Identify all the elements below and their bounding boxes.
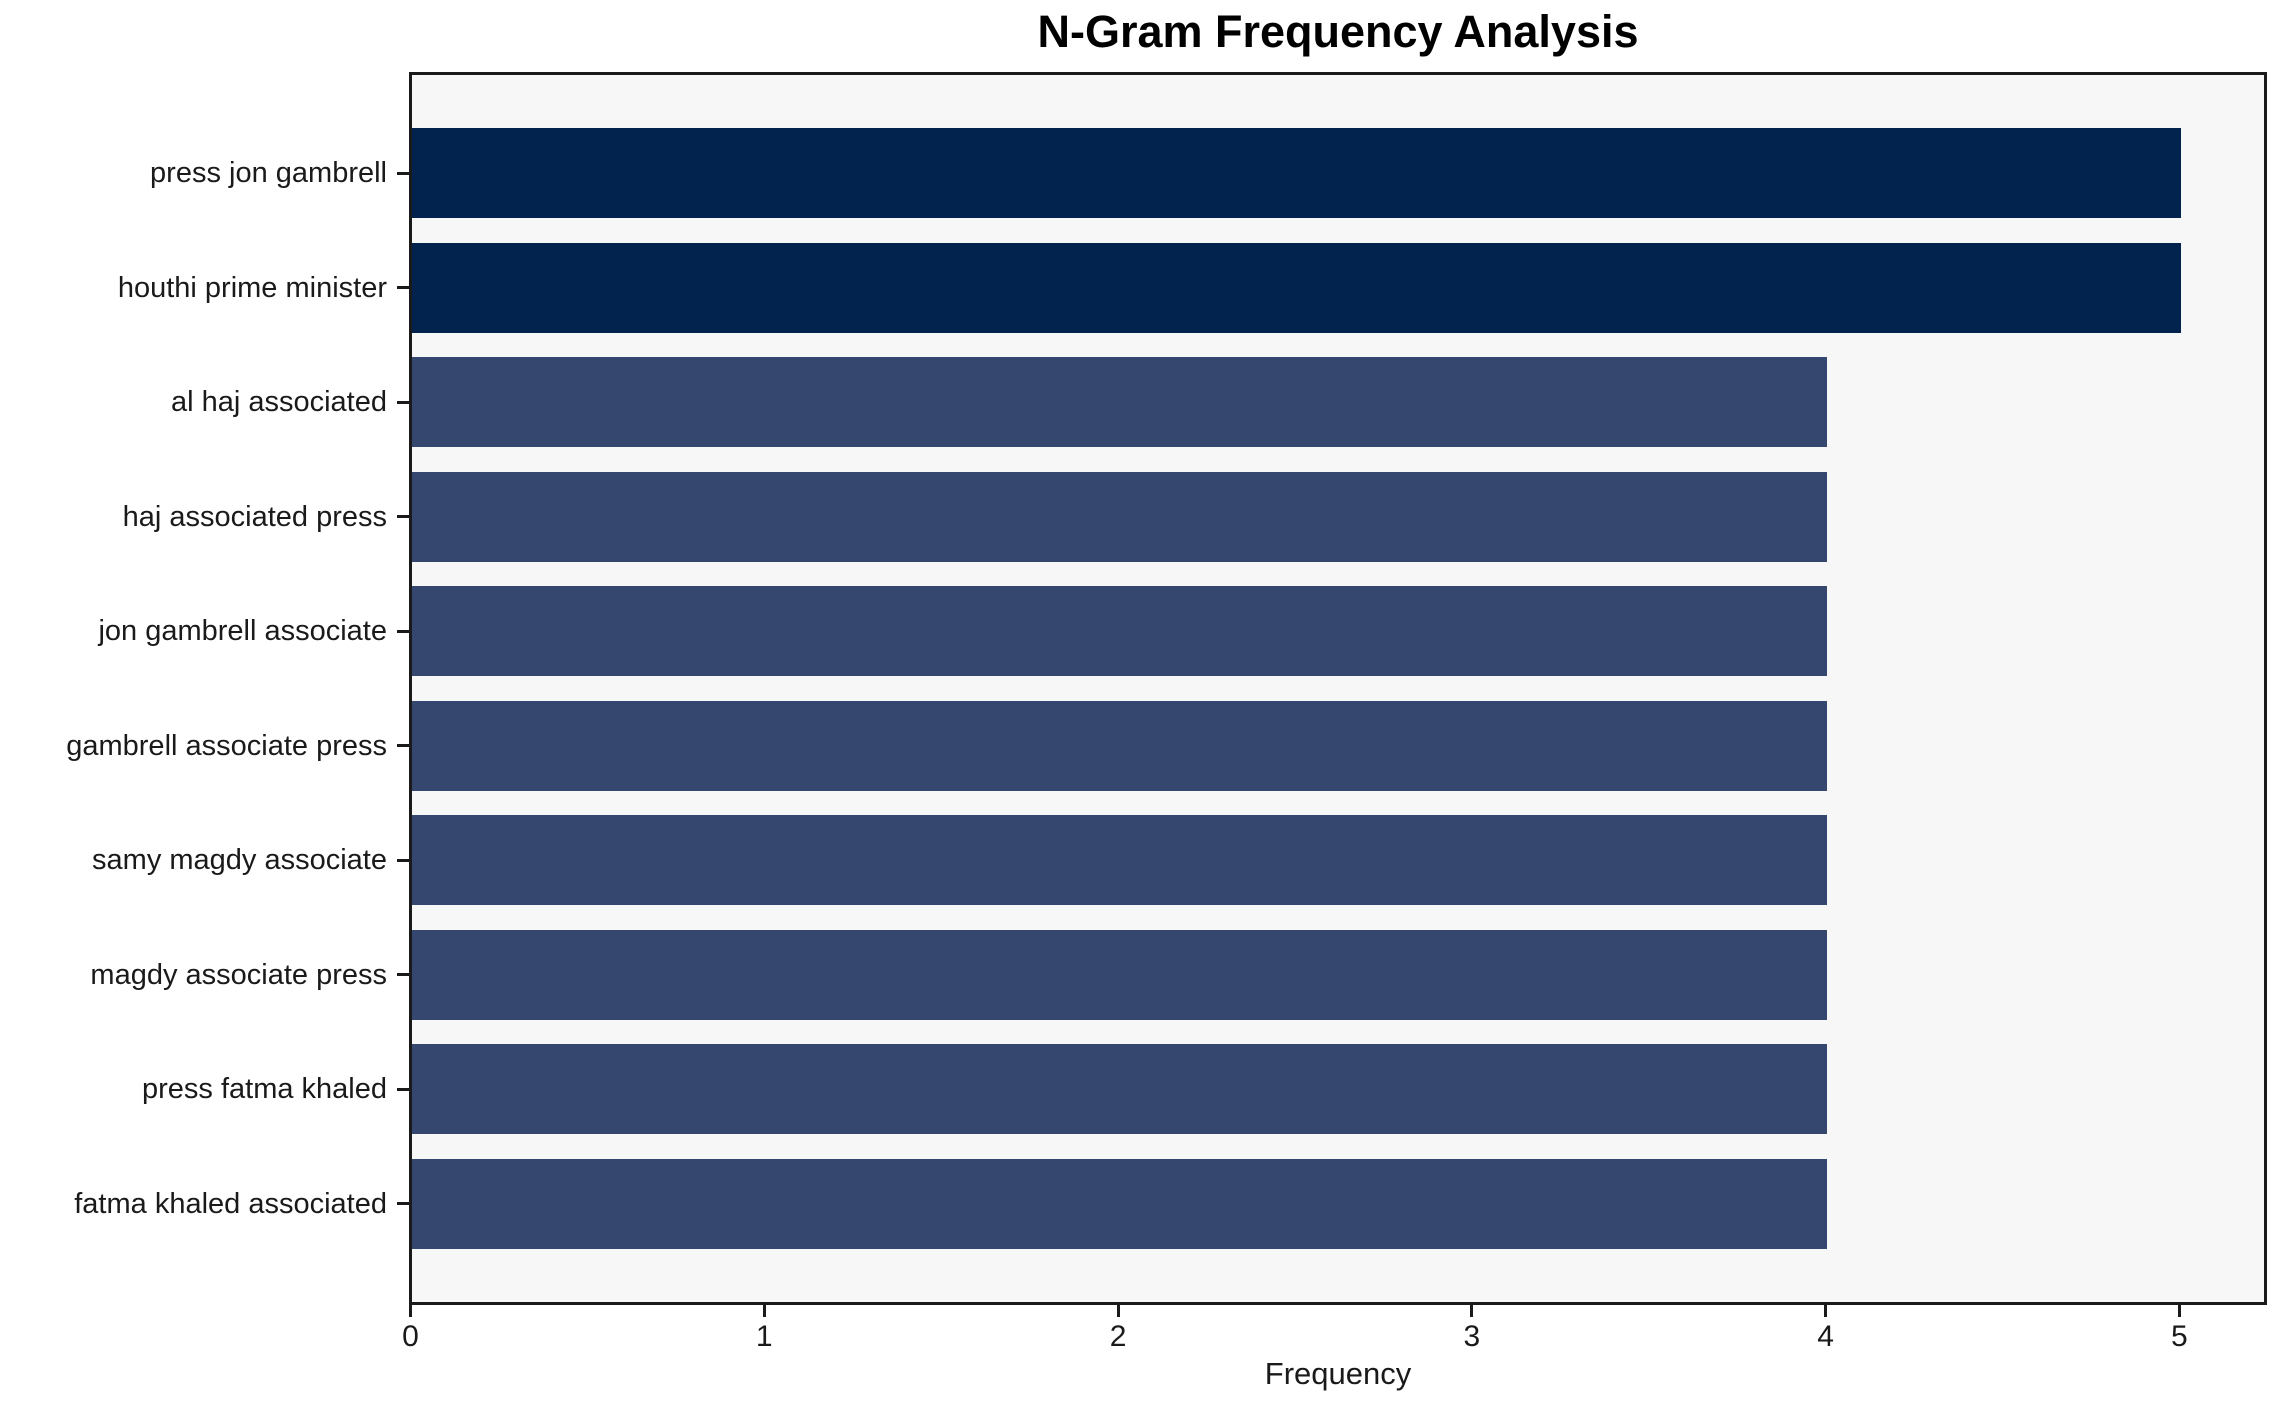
- y-tick-mark: [397, 858, 409, 862]
- bar: [412, 1158, 1828, 1249]
- x-tick-label: 3: [1463, 1320, 1481, 1353]
- bar: [412, 471, 1828, 562]
- y-tick-label: gambrell associate press: [66, 729, 387, 762]
- bar: [412, 700, 1828, 791]
- x-tick-mark: [1470, 1305, 1474, 1317]
- plot-area: [409, 72, 2267, 1305]
- y-tick-label: houthi prime minister: [117, 271, 387, 304]
- chart-title: N-Gram Frequency Analysis: [1037, 6, 1639, 57]
- x-tick-mark: [409, 1305, 412, 1317]
- y-tick-mark: [397, 1202, 409, 1205]
- x-tick-label: 0: [402, 1320, 419, 1353]
- y-tick-mark: [397, 400, 409, 404]
- y-tick-mark: [397, 171, 409, 175]
- x-axis-title: Frequency: [1264, 1356, 1412, 1391]
- bar: [412, 929, 1828, 1020]
- bar: [412, 1044, 1828, 1134]
- x-tick-mark: [1116, 1305, 1120, 1317]
- y-tick-label: samy magdy associate: [92, 844, 387, 876]
- bar: [412, 357, 1828, 447]
- x-tick-label: 5: [2171, 1320, 2188, 1353]
- bar: [412, 815, 1828, 905]
- y-tick-label: jon gambrell associate: [98, 615, 387, 647]
- bar: [412, 586, 1828, 676]
- y-tick-label: press jon gambrell: [150, 157, 387, 189]
- x-tick-mark: [1824, 1305, 1828, 1317]
- y-tick-label: al haj associated: [170, 386, 387, 418]
- x-tick-mark: [762, 1305, 766, 1317]
- y-tick-label: fatma khaled associated: [74, 1187, 387, 1220]
- bar: [412, 128, 2181, 218]
- x-tick-label: 4: [1817, 1320, 1834, 1353]
- y-tick-label: haj associated press: [122, 500, 387, 533]
- x-tick-label: 1: [755, 1320, 773, 1353]
- y-tick-mark: [397, 744, 409, 747]
- y-tick-mark: [397, 973, 409, 976]
- y-tick-mark: [397, 629, 409, 633]
- y-tick-mark: [397, 286, 409, 289]
- y-tick-label: magdy associate press: [90, 958, 387, 991]
- x-tick-label: 2: [1109, 1320, 1127, 1353]
- bar: [412, 242, 2181, 333]
- x-tick-mark: [2177, 1305, 2181, 1317]
- y-tick-label: press fatma khaled: [141, 1073, 387, 1105]
- y-tick-mark: [397, 1087, 409, 1091]
- y-tick-mark: [397, 515, 409, 518]
